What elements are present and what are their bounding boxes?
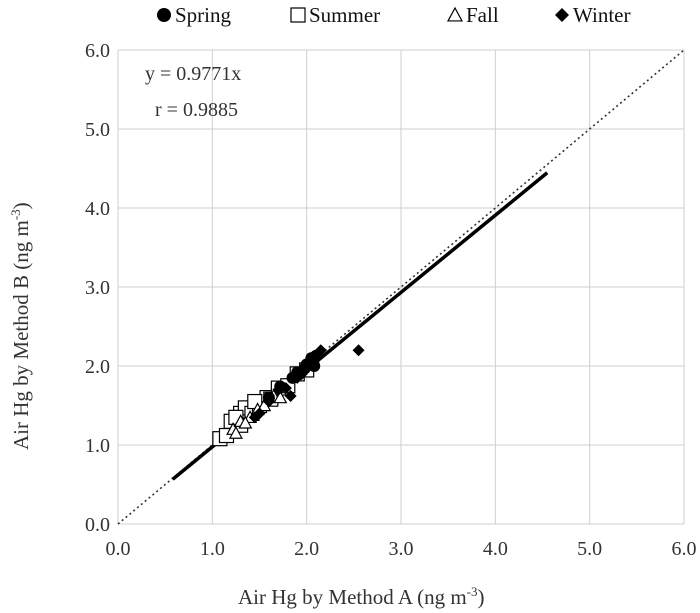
reference-line-group bbox=[117, 49, 685, 525]
y-axis-ticks: 0.0 1.0 2.0 3.0 4.0 5.0 6.0 bbox=[85, 40, 110, 536]
x-axis-title-main: Air Hg by Method A (ng m bbox=[238, 585, 467, 609]
x-axis-title-sup: -3 bbox=[467, 584, 478, 599]
y-tick-label: 6.0 bbox=[85, 40, 110, 62]
spring-legend-marker bbox=[157, 8, 171, 22]
y-axis-title: Air Hg by Method B (ng m-3) bbox=[8, 202, 33, 450]
x-tick-label: 5.0 bbox=[577, 538, 602, 560]
winter-data-point bbox=[284, 390, 297, 403]
y-tick-label: 3.0 bbox=[85, 277, 110, 299]
x-tick-label: 1.0 bbox=[200, 538, 225, 560]
equation-annotation: y = 0.9771x bbox=[145, 63, 241, 85]
x-tick-label: 0.0 bbox=[106, 538, 131, 560]
winter-data-point bbox=[248, 411, 261, 424]
x-tick-label: 4.0 bbox=[483, 538, 508, 560]
fall-legend-label: Fall bbox=[466, 3, 499, 27]
y-tick-label: 0.0 bbox=[85, 514, 110, 536]
summer-legend-marker bbox=[290, 7, 306, 23]
fall-data-point bbox=[273, 390, 288, 404]
winter-data-point bbox=[262, 395, 275, 408]
x-axis-ticks: 0.0 1.0 2.0 3.0 4.0 5.0 6.0 bbox=[106, 538, 697, 560]
winter-legend-label: Winter bbox=[573, 3, 630, 27]
fall-data-point bbox=[228, 425, 243, 439]
one-to-one-reference-line bbox=[117, 49, 685, 525]
y-tick-label: 5.0 bbox=[85, 119, 110, 141]
r-annotation: r = 0.9885 bbox=[155, 99, 238, 121]
winter-data-point bbox=[295, 367, 308, 380]
winter-data-point bbox=[279, 382, 292, 395]
fall-data-point bbox=[238, 415, 253, 429]
summer-legend-label: Summer bbox=[309, 3, 380, 27]
spring-legend-label: Spring bbox=[175, 3, 232, 27]
winter-data-point bbox=[314, 344, 327, 357]
fall-legend-marker bbox=[446, 6, 464, 22]
legend: Spring Summer Fall Winter bbox=[157, 3, 630, 27]
y-axis-title-end: ) bbox=[9, 202, 33, 209]
x-tick-label: 6.0 bbox=[672, 538, 697, 560]
winter-data-point bbox=[352, 344, 365, 357]
y-tick-label: 2.0 bbox=[85, 356, 110, 378]
data-points bbox=[212, 344, 365, 447]
y-axis-title-sup: -3 bbox=[8, 209, 23, 220]
y-tick-label: 4.0 bbox=[85, 198, 110, 220]
x-axis-title-end: ) bbox=[478, 585, 485, 609]
y-tick-label: 1.0 bbox=[85, 435, 110, 457]
x-axis-title: Air Hg by Method A (ng m-3) bbox=[238, 584, 485, 609]
y-axis-title-main: Air Hg by Method B (ng m bbox=[9, 220, 33, 450]
x-tick-label: 2.0 bbox=[294, 538, 319, 560]
x-tick-label: 3.0 bbox=[389, 538, 414, 560]
spring-data-point bbox=[307, 356, 320, 369]
winter-legend-marker bbox=[555, 8, 569, 22]
